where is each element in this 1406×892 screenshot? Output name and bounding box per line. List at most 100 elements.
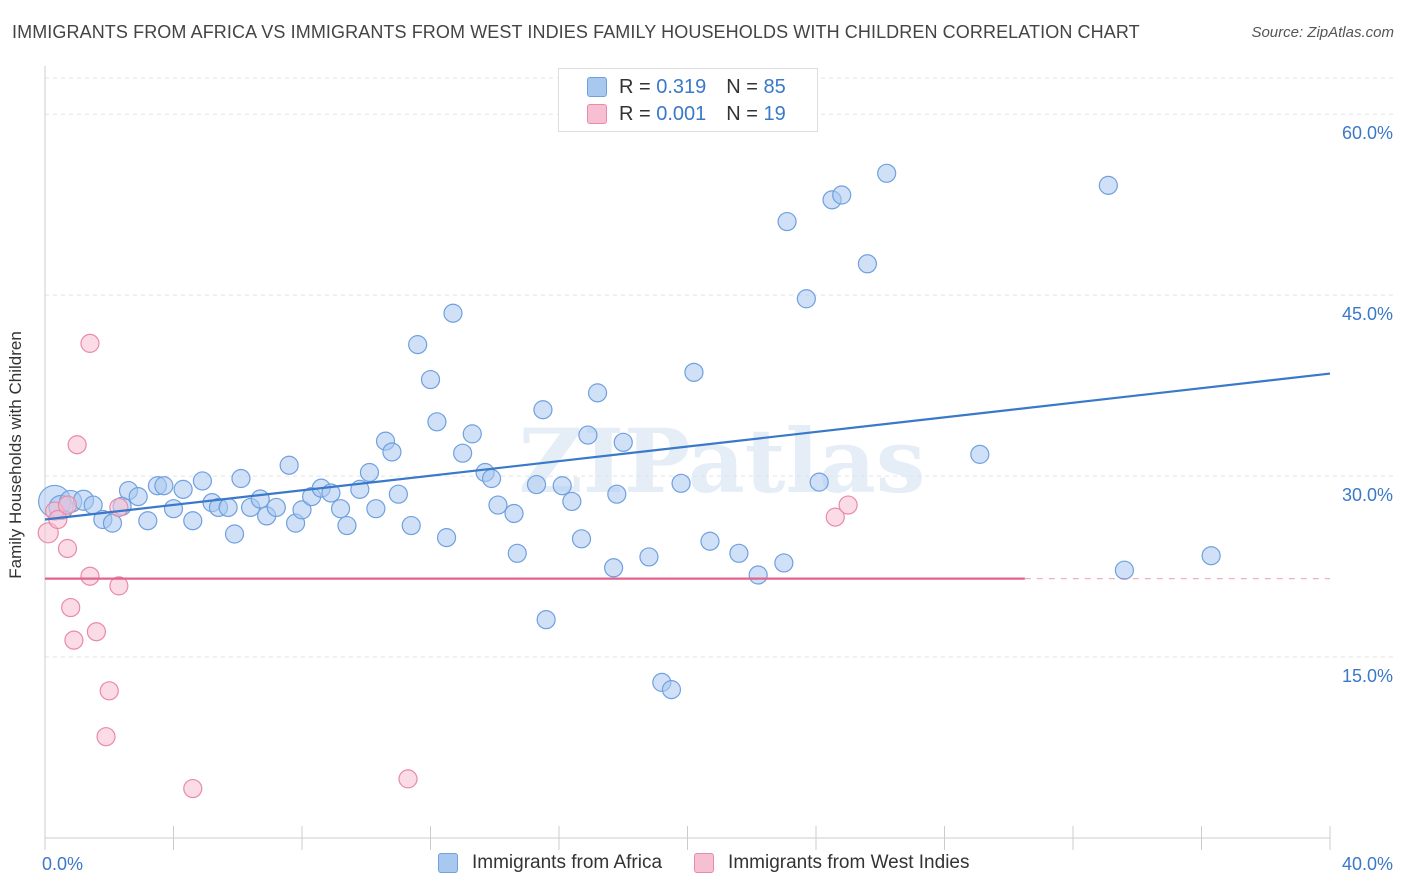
- point-africa: [533, 400, 553, 420]
- point-africa: [154, 476, 174, 496]
- y-tick-label: 60.0%: [1342, 123, 1393, 143]
- point-africa: [1098, 175, 1118, 195]
- point-africa: [231, 468, 251, 489]
- series-swatch-west-indies: [694, 853, 715, 873]
- point-west-indies: [96, 727, 116, 747]
- point-africa: [266, 497, 286, 518]
- point-africa: [224, 524, 245, 544]
- point-africa: [173, 479, 193, 499]
- series-name-west-indies: Immigrants from West Indies: [728, 852, 970, 873]
- legend-r-value-west-indies: 0.001: [656, 102, 707, 125]
- point-africa: [552, 476, 572, 496]
- legend-r-label: R =: [619, 102, 651, 125]
- point-africa: [729, 543, 749, 563]
- point-africa: [536, 610, 556, 630]
- legend-row-west-indies: R = 0.001 N = 19: [587, 102, 786, 126]
- point-africa: [366, 499, 386, 519]
- point-africa: [562, 491, 582, 512]
- point-africa: [443, 303, 463, 323]
- point-west-indies: [80, 566, 100, 586]
- point-africa: [337, 515, 357, 536]
- legend-n-label: N =: [726, 102, 758, 125]
- point-africa: [163, 499, 184, 519]
- correlation-legend: R = 0.319 N = 85 R = 0.001 N = 19: [558, 68, 818, 132]
- legend-swatch-west-indies: [587, 104, 607, 124]
- legend-r-label: R =: [619, 75, 651, 98]
- point-west-indies: [61, 597, 81, 618]
- point-africa: [700, 531, 720, 551]
- point-africa: [128, 487, 148, 507]
- point-africa: [359, 462, 380, 483]
- point-africa: [578, 425, 598, 445]
- trend-line-africa: [44, 372, 1331, 521]
- point-west-indies: [183, 778, 203, 799]
- point-africa: [292, 500, 312, 520]
- point-africa: [639, 547, 659, 567]
- point-africa: [748, 565, 768, 585]
- source-label: Source: ZipAtlas.com: [1251, 24, 1394, 41]
- point-africa: [183, 511, 203, 531]
- point-africa: [857, 254, 878, 274]
- point-africa: [613, 432, 633, 452]
- point-west-indies: [99, 681, 119, 701]
- point-africa: [330, 499, 351, 519]
- point-africa: [832, 185, 852, 205]
- point-africa: [462, 424, 482, 444]
- legend-n-value-africa: 85: [763, 75, 786, 98]
- series-name-africa: Immigrants from Africa: [472, 852, 663, 873]
- point-west-indies: [57, 495, 78, 515]
- point-africa: [587, 383, 608, 403]
- point-west-indies: [86, 622, 107, 642]
- point-africa: [970, 444, 990, 464]
- point-west-indies: [64, 630, 84, 650]
- x-tick-label-max: 40.0%: [1342, 854, 1393, 874]
- point-africa: [1114, 560, 1135, 580]
- legend-n-value-west-indies: 19: [763, 102, 786, 125]
- point-africa: [279, 455, 299, 475]
- y-tick-label: 15.0%: [1342, 666, 1393, 686]
- point-africa: [571, 529, 592, 549]
- point-west-indies: [825, 507, 845, 527]
- point-africa: [420, 369, 441, 390]
- point-africa: [507, 543, 527, 563]
- series-legend-west-indies: Immigrants from West Indies: [694, 852, 969, 874]
- legend-row-africa: R = 0.319 N = 85: [587, 75, 786, 99]
- y-tick-label: 30.0%: [1342, 485, 1393, 505]
- point-africa: [877, 163, 897, 183]
- point-africa: [388, 484, 408, 504]
- point-africa: [526, 474, 547, 495]
- point-africa: [138, 511, 158, 531]
- legend-n-label: N =: [726, 75, 758, 98]
- point-africa: [796, 289, 816, 309]
- point-africa: [504, 503, 524, 524]
- series-legend: Immigrants from Africa Immigrants from W…: [438, 852, 1001, 874]
- point-africa: [192, 471, 213, 491]
- point-africa: [671, 473, 691, 493]
- series-legend-africa: Immigrants from Africa: [438, 852, 662, 874]
- point-west-indies: [398, 769, 418, 789]
- point-west-indies: [80, 333, 100, 353]
- point-africa: [427, 412, 447, 432]
- point-africa: [661, 680, 682, 700]
- point-africa: [218, 497, 238, 518]
- legend-swatch-africa: [587, 77, 607, 97]
- y-axis-label: Family Households with Children: [6, 331, 25, 579]
- point-africa: [481, 468, 502, 489]
- point-africa: [777, 211, 797, 232]
- point-africa: [436, 528, 457, 548]
- chart-title: IMMIGRANTS FROM AFRICA VS IMMIGRANTS FRO…: [12, 22, 1140, 42]
- point-africa: [684, 362, 704, 382]
- point-africa: [453, 443, 473, 463]
- x-tick-label-min: 0.0%: [42, 854, 83, 874]
- point-africa: [382, 442, 402, 462]
- point-west-indies: [67, 435, 87, 455]
- point-west-indies: [109, 576, 129, 596]
- point-africa: [1201, 546, 1221, 566]
- point-africa: [809, 472, 829, 492]
- point-west-indies: [57, 538, 78, 559]
- point-africa: [774, 553, 794, 573]
- point-africa: [607, 484, 627, 504]
- point-africa: [488, 495, 508, 515]
- point-west-indies: [838, 495, 858, 515]
